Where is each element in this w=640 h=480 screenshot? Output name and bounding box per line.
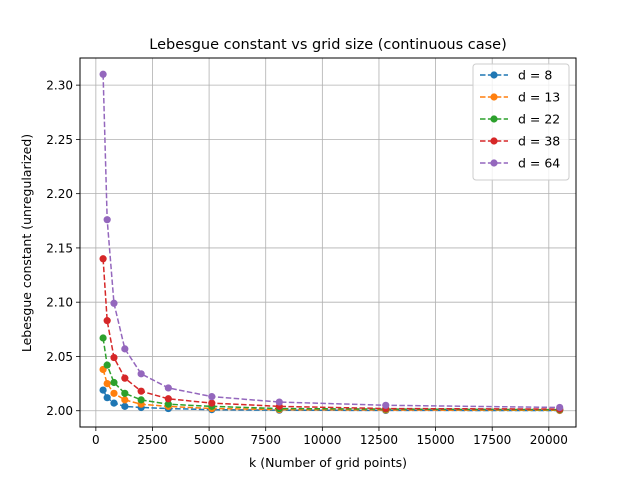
data-point [99, 386, 107, 394]
data-point [103, 317, 111, 325]
data-point [164, 384, 172, 392]
legend-label: d = 38 [518, 134, 560, 149]
data-point [121, 389, 129, 397]
data-point [275, 398, 283, 406]
data-point [121, 396, 129, 404]
data-point [382, 401, 390, 409]
series-line [102, 337, 560, 411]
series-line [102, 389, 560, 412]
y-tick-label: 2.30 [46, 79, 73, 93]
legend-swatch-marker [490, 115, 498, 123]
series-5 [99, 70, 564, 412]
plot-frame [79, 57, 577, 428]
legend-label: d = 22 [518, 112, 560, 127]
x-tick-label: 15000 [416, 433, 454, 447]
data-point [99, 334, 107, 342]
legend-label: d = 8 [518, 68, 552, 83]
x-tick-label: 20000 [530, 433, 568, 447]
x-tick-label: 7500 [250, 433, 281, 447]
legend-label: d = 13 [518, 90, 560, 105]
legend: d = 8 d = 13 d = 22 d = 38 d = 64 [472, 63, 570, 181]
x-tick-label: 10000 [303, 433, 341, 447]
y-tick-label: 2.25 [46, 133, 73, 147]
y-tick-label: 2.05 [46, 350, 73, 364]
data-point [121, 374, 129, 382]
legend-swatch-marker [490, 71, 498, 79]
legend-swatch-marker [490, 137, 498, 145]
data-point [110, 353, 118, 362]
legend-item: d = 13 [480, 90, 560, 105]
legend-item: d = 8 [480, 68, 552, 83]
x-axis-label: k (Number of grid points) [249, 455, 407, 470]
y-tick-label: 2.15 [46, 241, 73, 255]
legend-swatch-marker [490, 159, 498, 167]
data-point [103, 216, 111, 224]
legend-item: d = 22 [480, 112, 560, 127]
data-point [103, 394, 111, 402]
x-tick-label: 5000 [194, 433, 225, 447]
chart-title: Lebesgue constant vs grid size (continuo… [149, 37, 506, 53]
y-tick-label: 2.20 [46, 187, 73, 201]
legend-item: d = 64 [480, 156, 560, 171]
data-point [121, 345, 129, 353]
data-point [110, 389, 118, 397]
series-layer [99, 70, 564, 415]
y-axis-label: Lebesgue constant (unregularized) [19, 134, 34, 352]
data-point [137, 370, 145, 378]
data-point [121, 402, 129, 410]
data-point [110, 399, 118, 407]
legend-item: d = 38 [480, 134, 560, 149]
legend-label: d = 64 [518, 156, 560, 171]
data-point [164, 400, 172, 408]
data-point [556, 403, 564, 412]
series-line [102, 74, 560, 409]
x-tick-label: 2500 [137, 433, 168, 447]
data-point [208, 393, 216, 401]
data-point [208, 399, 216, 407]
legend-swatch-marker [490, 93, 498, 101]
data-point [103, 361, 111, 369]
data-point [110, 299, 118, 307]
data-point [137, 387, 145, 395]
series-line [102, 258, 560, 410]
data-point [99, 70, 107, 78]
series-line [102, 369, 560, 412]
y-tick-label: 2.00 [46, 404, 73, 418]
x-tick-label: 12500 [360, 433, 398, 447]
y-tick-label: 2.10 [46, 296, 73, 310]
x-tick-label: 0 [92, 433, 100, 447]
axes: 0 2500 5000 7500 10000 12500 15000 17500 20000 2.… [46, 79, 568, 447]
data-point [99, 255, 107, 263]
legend-box [472, 63, 570, 181]
data-point [164, 395, 172, 403]
data-point [110, 378, 118, 387]
data-point [137, 396, 145, 404]
data-point [103, 379, 111, 388]
x-tick-label: 17500 [473, 433, 511, 447]
